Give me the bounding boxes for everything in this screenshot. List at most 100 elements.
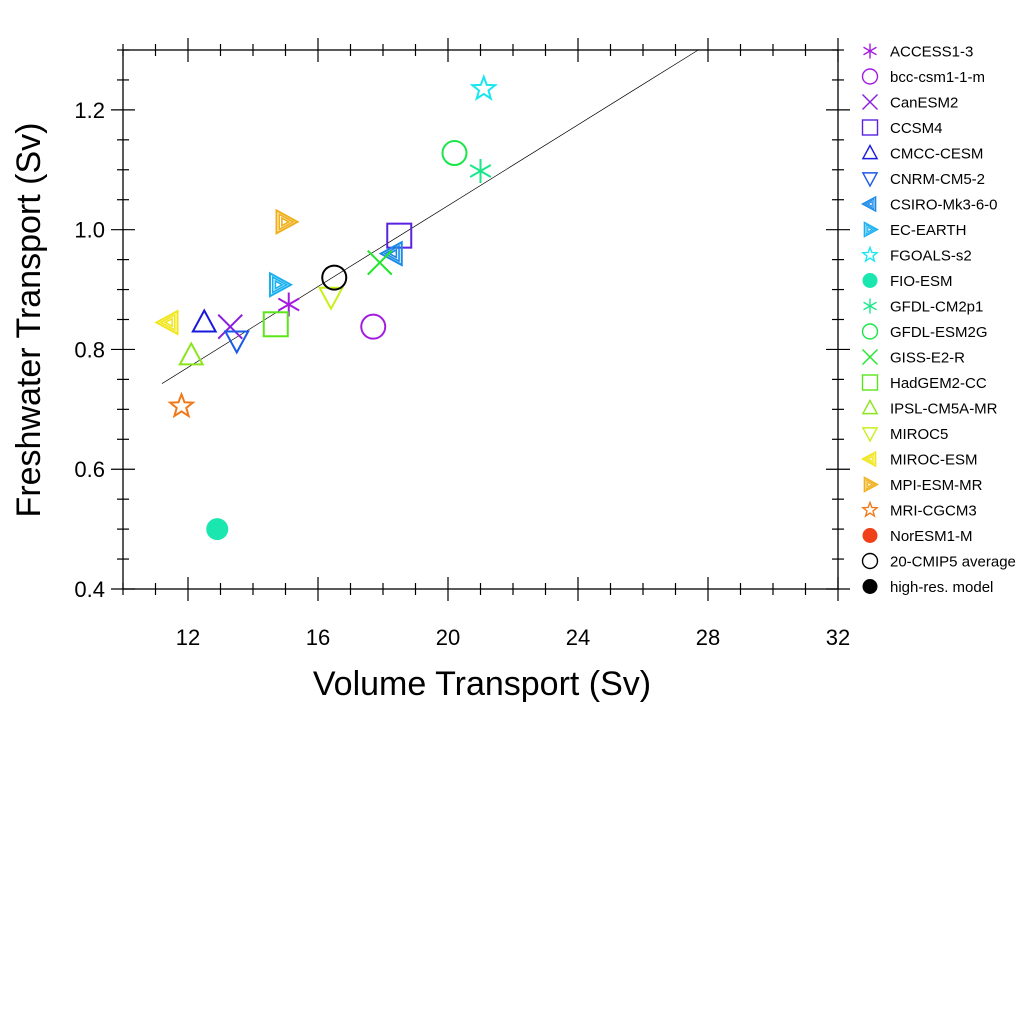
legend-marker <box>861 374 879 391</box>
legend-item-mpi-esm-mr: MPI-ESM-MR <box>863 476 983 494</box>
legend-label: high-res. model <box>890 579 993 596</box>
legend: ACCESS1-3 bcc-csm1-1-m CanESM2 CCSM4 CMCC-CE… <box>861 43 1016 596</box>
legend-marker <box>861 450 877 468</box>
legend-item-gfdl-cm2p1: GFDL-CM2p1 <box>863 298 983 316</box>
legend-item-ec-earth: EC-EARTH <box>863 221 966 239</box>
legend-marker <box>861 172 879 188</box>
legend-marker <box>861 427 879 443</box>
legend-label: GFDL-CM2p1 <box>890 299 983 316</box>
y-tick-label: 1.0 <box>74 218 105 243</box>
point-fio-esm <box>206 518 229 541</box>
legend-label: MIROC-ESM <box>890 452 978 469</box>
x-tick-label: 20 <box>436 625 460 650</box>
legend-marker <box>862 349 878 365</box>
legend-marker <box>862 94 878 110</box>
legend-item-ccsm4: CCSM4 <box>861 119 943 137</box>
legend-label: 20-CMIP5 average <box>890 554 1016 571</box>
legend-marker <box>861 399 879 415</box>
legend-label: ACCESS1-3 <box>890 44 973 61</box>
x-tick-label: 24 <box>566 625 590 650</box>
legend-item-bcc-csm1-1-m: bcc-csm1-1-m <box>861 68 985 86</box>
point-mpi-esm-mr <box>275 208 300 235</box>
legend-item-access1-3: ACCESS1-3 <box>863 43 973 61</box>
y-tick-label: 0.6 <box>74 457 105 482</box>
legend-item-fgoals-s2: FGOALS-s2 <box>861 245 972 265</box>
legend-marker <box>862 579 878 594</box>
x-axis-title: Volume Transport (Sv) <box>313 665 651 703</box>
legend-marker <box>862 528 878 543</box>
legend-label: GFDL-ESM2G <box>890 324 988 341</box>
point-fgoals-s2 <box>469 74 498 101</box>
legend-item-20-cmip5-average: 20-CMIP5 average <box>861 552 1016 571</box>
legend-label: EC-EARTH <box>890 222 966 239</box>
legend-item-cnrm-cm5-2: CNRM-CM5-2 <box>861 171 985 188</box>
legend-label: CNRM-CM5-2 <box>890 171 985 188</box>
legend-label: NorESM1-M <box>890 528 973 545</box>
legend-label: IPSL-CM5A-MR <box>890 401 998 418</box>
legend-item-cmcc-cesm: CMCC-CESM <box>861 144 983 163</box>
plot-frame <box>122 49 839 590</box>
legend-label: bcc-csm1-1-m <box>890 69 985 86</box>
legend-item-giss-e2-r: GISS-E2-R <box>862 349 965 367</box>
y-tick-label: 0.4 <box>74 577 105 602</box>
legend-label: GISS-E2-R <box>890 350 965 367</box>
point-canesm2 <box>217 313 243 340</box>
x-tick-label: 32 <box>826 625 850 650</box>
regression-line-group <box>161 49 699 384</box>
legend-label: MRI-CGCM3 <box>890 503 977 520</box>
legend-item-fio-esm: FIO-ESM <box>862 273 953 290</box>
legend-marker <box>861 500 879 518</box>
legend-marker <box>861 68 879 85</box>
legend-label: MIROC5 <box>890 426 948 443</box>
legend-item-canesm2: CanESM2 <box>862 94 958 112</box>
legend-label: CanESM2 <box>890 95 958 112</box>
legend-item-noresm1-m: NorESM1-M <box>862 528 973 545</box>
legend-marker <box>862 273 878 288</box>
legend-label: HadGEM2-CC <box>890 375 987 392</box>
x-tick-label: 12 <box>176 625 200 650</box>
point-miroc5 <box>317 286 345 311</box>
y-tick-label: 1.2 <box>74 98 105 123</box>
legend-marker <box>861 195 877 213</box>
legend-marker <box>861 119 879 136</box>
y-tick-label: 0.8 <box>74 337 105 362</box>
x-tick-label: 28 <box>696 625 720 650</box>
y-axis-title: Freshwater Transport (Sv) <box>10 123 48 518</box>
legend-marker <box>861 144 879 160</box>
point-cnrm-cm5-2 <box>223 330 250 355</box>
legend-item-ipsl-cm5a-mr: IPSL-CM5A-MR <box>861 399 998 418</box>
legend-marker <box>863 476 879 493</box>
legend-marker <box>863 43 877 59</box>
point-hadgem2-cc <box>262 311 289 338</box>
tick-labels: 12 16 20 24 28 32 0.4 0.6 0.8 1.0 1.2 <box>74 98 850 650</box>
point-ec-earth <box>269 271 294 298</box>
legend-label: FGOALS-s2 <box>890 248 972 265</box>
legend-marker <box>861 323 879 340</box>
legend-item-miroc-esm: MIROC-ESM <box>861 450 978 469</box>
legend-item-mri-cgcm3: MRI-CGCM3 <box>861 500 977 520</box>
legend-marker <box>863 298 877 314</box>
point-cmcc-cesm <box>191 308 218 333</box>
point-giss-e2-r <box>367 249 393 276</box>
point-bcc-csm1-1-m <box>360 313 387 340</box>
legend-item-miroc5: MIROC5 <box>861 426 948 443</box>
legend-label: CCSM4 <box>890 120 943 137</box>
data-points <box>154 74 498 541</box>
legend-label: MPI-ESM-MR <box>890 477 983 494</box>
point-20-cmip5-average <box>321 264 348 291</box>
legend-marker <box>861 552 879 570</box>
legend-item-csiro-mk3-6-0: CSIRO-Mk3-6-0 <box>861 195 998 214</box>
legend-marker <box>861 245 879 263</box>
legend-item-gfdl-esm2g: GFDL-ESM2G <box>861 323 988 341</box>
point-ipsl-cm5a-mr <box>178 341 205 366</box>
point-mri-cgcm3 <box>167 391 196 419</box>
point-gfdl-cm2p1 <box>469 158 492 183</box>
legend-label: FIO-ESM <box>890 273 953 290</box>
legend-label: CMCC-CESM <box>890 146 983 163</box>
legend-item-high-res-model: high-res. model <box>862 579 993 596</box>
point-gfdl-esm2g <box>441 140 468 167</box>
point-miroc-esm <box>154 309 179 336</box>
legend-item-hadgem2-cc: HadGEM2-CC <box>861 374 987 392</box>
legend-marker <box>863 221 879 238</box>
